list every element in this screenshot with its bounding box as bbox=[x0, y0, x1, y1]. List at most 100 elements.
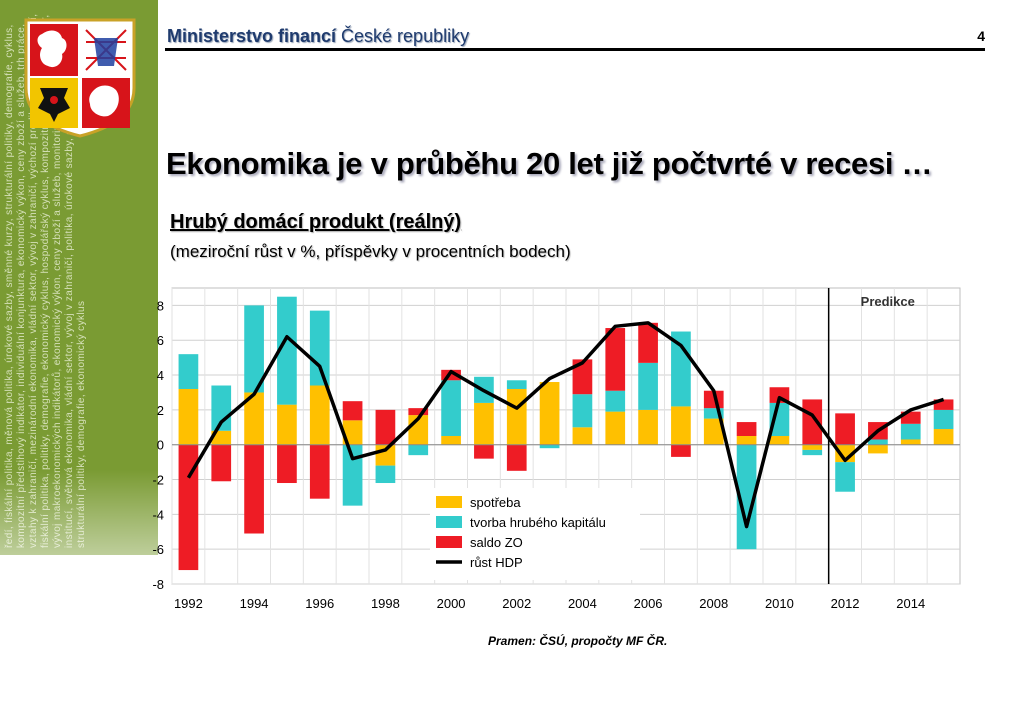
gdp-growth-line bbox=[186, 321, 945, 529]
bar-capital bbox=[277, 296, 297, 405]
bar-net_exports bbox=[835, 413, 855, 445]
bar-consumption bbox=[572, 427, 593, 445]
bar-consumption bbox=[605, 411, 626, 445]
bar-net_exports bbox=[178, 444, 199, 571]
bar-net_exports bbox=[375, 409, 396, 445]
bar-consumption bbox=[211, 430, 232, 445]
y-tick-label: 8 bbox=[157, 298, 164, 313]
legend-label-capital: tvorba hrubého kapitálu bbox=[470, 515, 606, 530]
bar-net_exports bbox=[277, 444, 297, 484]
bar-capital bbox=[802, 449, 823, 456]
bar-capital bbox=[703, 408, 724, 419]
bar-capital bbox=[178, 354, 199, 389]
chart-subtitle: (meziroční růst v %, příspěvky v procent… bbox=[170, 242, 571, 261]
coat-of-arms-icon bbox=[24, 18, 136, 138]
bar-consumption bbox=[933, 429, 954, 445]
legend-swatch-net_exports bbox=[436, 536, 462, 548]
bar-consumption bbox=[736, 436, 757, 445]
ministry-header: Ministerstvo financí České republiky bbox=[167, 26, 469, 47]
bar-consumption bbox=[802, 444, 823, 450]
chart-title: Hrubý domácí produkt (reálný) bbox=[170, 211, 462, 233]
y-tick-label: 6 bbox=[157, 333, 164, 348]
bar-net_exports bbox=[342, 401, 363, 421]
y-tick-label: -4 bbox=[152, 507, 164, 522]
bar-capital bbox=[835, 462, 855, 492]
bar-capital bbox=[244, 305, 264, 393]
x-tick-label: 2010 bbox=[765, 596, 794, 611]
x-tick-label: 1998 bbox=[371, 596, 400, 611]
bar-net_exports bbox=[506, 444, 527, 471]
source-note: Pramen: ČSÚ, propočty MF ČR. bbox=[488, 634, 668, 648]
y-tick-label: 4 bbox=[157, 368, 164, 383]
bar-consumption bbox=[703, 418, 724, 445]
bar-consumption bbox=[769, 436, 790, 445]
bar-net_exports bbox=[474, 444, 494, 459]
bar-net_exports bbox=[572, 359, 593, 395]
x-tick-label: 2014 bbox=[896, 596, 925, 611]
x-tick-label: 2012 bbox=[831, 596, 860, 611]
bar-net_exports bbox=[408, 408, 429, 416]
bar-capital bbox=[342, 444, 363, 506]
header-title-rest: České republiky bbox=[336, 26, 470, 46]
bar-consumption bbox=[638, 409, 658, 445]
bar-capital bbox=[539, 444, 560, 449]
y-tick-label: -8 bbox=[152, 577, 164, 592]
prediction-label: Predikce bbox=[861, 294, 915, 309]
bar-capital bbox=[605, 390, 626, 412]
bar-net_exports bbox=[671, 444, 691, 457]
bar-net_exports bbox=[638, 322, 658, 363]
bar-net_exports bbox=[605, 328, 626, 391]
bar-capital bbox=[900, 423, 921, 440]
slide-title: Ekonomika je v průběhu 20 let již počtvr… bbox=[166, 146, 933, 181]
page-number: 4 bbox=[977, 28, 985, 44]
gdp-chart-svg: 8 6 4 2 0 -2 -4 -6 -8 1992 1994 1996 1998 2000 2002 200… bbox=[152, 287, 961, 611]
bar-consumption bbox=[342, 420, 363, 445]
bar-net_exports bbox=[441, 369, 461, 381]
bar-consumption bbox=[441, 436, 461, 445]
y-tick-label: 0 bbox=[157, 438, 164, 453]
x-tick-label: 1992 bbox=[174, 596, 203, 611]
bar-capital bbox=[933, 409, 954, 430]
sidebar-band: ředí, fiskální politika, měnová politika… bbox=[0, 0, 158, 555]
x-tick-label: 2000 bbox=[437, 596, 466, 611]
x-tick-label: 1996 bbox=[305, 596, 334, 611]
x-tick-label: 2002 bbox=[502, 596, 531, 611]
bar-capital bbox=[506, 380, 527, 389]
legend-box bbox=[430, 488, 640, 580]
legend-label-net_exports: saldo ZO bbox=[470, 535, 523, 550]
bar-consumption bbox=[539, 382, 560, 445]
bar-consumption bbox=[277, 404, 297, 445]
header-divider bbox=[165, 48, 985, 51]
sidebar-fade bbox=[0, 470, 158, 708]
bar-capital bbox=[868, 439, 888, 445]
y-tick-label: -6 bbox=[152, 542, 164, 557]
bar-consumption bbox=[506, 388, 527, 445]
x-tick-label: 2008 bbox=[699, 596, 728, 611]
bar-capital bbox=[309, 310, 330, 386]
bar-capital bbox=[638, 362, 658, 410]
bar-consumption bbox=[868, 444, 888, 454]
bar-consumption bbox=[178, 388, 199, 445]
header-title-bold: Ministerstvo financí bbox=[167, 26, 337, 46]
bar-consumption bbox=[671, 406, 691, 445]
x-tick-label: 1994 bbox=[240, 596, 269, 611]
y-tick-label: 2 bbox=[157, 403, 164, 418]
x-tick-label: 2006 bbox=[634, 596, 663, 611]
y-tick-label: -2 bbox=[152, 473, 164, 488]
x-tick-label: 2004 bbox=[568, 596, 597, 611]
gdp-chart: 8 6 4 2 0 -2 -4 -6 -8 1992 1994 1996 1998 2000 2002 200… bbox=[140, 280, 970, 620]
bar-capital bbox=[375, 465, 396, 484]
bar-net_exports bbox=[211, 444, 232, 482]
bar-capital bbox=[441, 380, 461, 436]
bar-net_exports bbox=[933, 399, 954, 410]
bar-net_exports bbox=[309, 444, 330, 499]
legend-swatch-consumption bbox=[436, 496, 462, 508]
bar-consumption bbox=[244, 392, 264, 445]
bar-capital bbox=[408, 444, 429, 456]
bar-net_exports bbox=[244, 444, 264, 534]
legend-label-gdp_line: růst HDP bbox=[470, 555, 523, 570]
bar-consumption bbox=[900, 439, 921, 445]
bar-consumption bbox=[309, 385, 330, 445]
bar-consumption bbox=[474, 402, 494, 445]
legend-swatch-capital bbox=[436, 516, 462, 528]
